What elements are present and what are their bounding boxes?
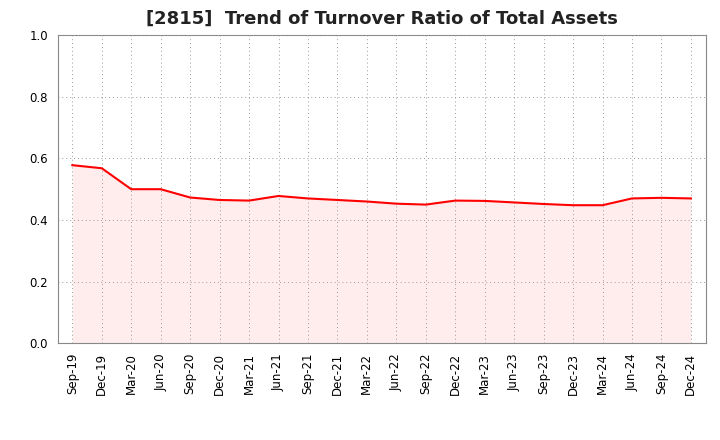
- Title: [2815]  Trend of Turnover Ratio of Total Assets: [2815] Trend of Turnover Ratio of Total …: [145, 10, 618, 28]
